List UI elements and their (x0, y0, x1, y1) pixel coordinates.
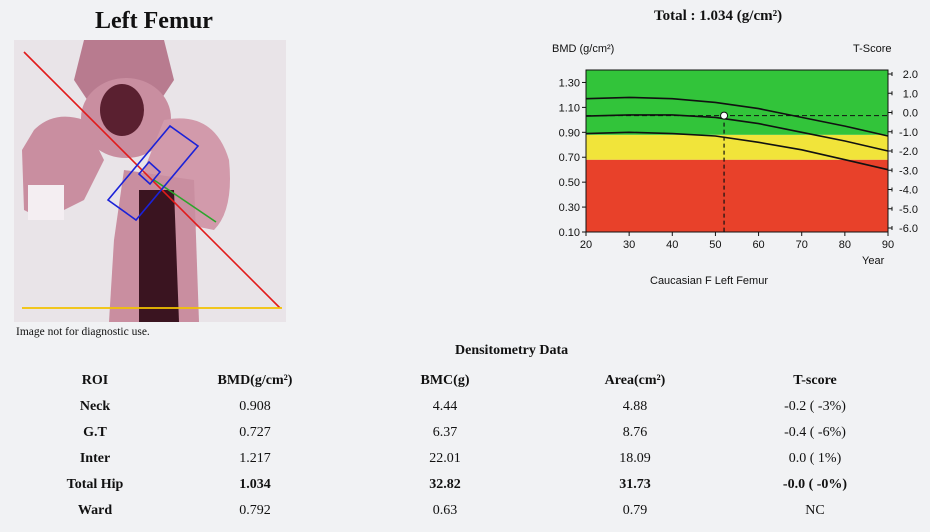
t-score-tick (888, 110, 893, 115)
x-tick-label: 70 (796, 239, 808, 251)
header-area: Area(cm²) (604, 373, 666, 388)
area-cell: 4.88 (622, 399, 648, 414)
bmd-cell: 0.908 (239, 399, 271, 414)
bmd-cell: 1.217 (239, 451, 271, 466)
tscore-cell: 0.0 ( 1%) (788, 451, 842, 466)
diagnostic-disclaimer: Image not for diagnostic use. (16, 326, 150, 338)
tscore-cell: -0.0 ( -0%) (782, 477, 848, 492)
densitometry-table: ROI BMD(g/cm²) BMC(g) Area(cm²) T-score … (0, 368, 930, 524)
reference-curve (585, 131, 889, 171)
femur-scan-image (14, 40, 286, 322)
densitometry-title: Densitometry Data (455, 343, 569, 358)
area-cell: 8.76 (622, 425, 648, 440)
t-score-tick-label: -3.0 (899, 165, 918, 177)
tscore-cell: -0.4 ( -6%) (784, 425, 846, 440)
t-score-tick (888, 226, 893, 230)
header-roi: ROI (81, 373, 109, 388)
x-axis-label: Caucasian F Left Femur (650, 275, 768, 287)
bmc-cell: 4.44 (432, 399, 458, 414)
t-score-tick (888, 187, 893, 192)
x-tick-label: 50 (709, 239, 721, 251)
table-row: Ward 0.792 0.63 0.79 NC (0, 498, 930, 524)
y-tick-label: 0.50 (559, 177, 580, 189)
bmc-cell: 22.01 (429, 451, 461, 466)
t-score-tick-label: -5.0 (899, 204, 918, 216)
x-tick-label: 40 (666, 239, 678, 251)
reference-curve (585, 96, 889, 137)
scan-title: Left Femur (95, 8, 213, 34)
table-row: G.T 0.727 6.37 8.76 -0.4 ( -6%) (0, 420, 930, 446)
y-tick-label: 1.30 (559, 77, 580, 89)
x-tick-label: 80 (839, 239, 851, 251)
y-axis-label: BMD (g/cm²) (552, 43, 614, 55)
t-score-tick (888, 206, 893, 211)
x-tick-label: 20 (580, 239, 592, 251)
t-score-axis-label: T-Score (853, 43, 892, 55)
y-tick-label: 0.90 (559, 127, 580, 139)
t-score-tick (888, 149, 893, 153)
y-tick-label: 0.10 (559, 227, 580, 239)
t-score-tick-label: 1.0 (903, 88, 918, 100)
bmd-cell: 0.792 (239, 503, 271, 518)
area-cell: 31.73 (619, 477, 651, 492)
roi-cell: Inter (79, 451, 111, 466)
area-cell: 0.79 (622, 503, 648, 518)
roi-cell: Total Hip (66, 477, 124, 492)
y-tick-label: 0.70 (559, 152, 580, 164)
y-tick-label: 0.30 (559, 202, 580, 214)
risk-band (586, 159, 888, 232)
patient-point (720, 111, 729, 120)
table-row-total: Total Hip 1.034 32.82 31.73 -0.0 ( -0%) (0, 472, 930, 498)
t-score-tick (888, 72, 893, 76)
bmc-cell: 32.82 (429, 477, 461, 492)
x-unit-label: Year (862, 255, 885, 267)
t-score-tick (888, 168, 893, 173)
x-tick-label: 30 (623, 239, 635, 251)
area-cell: 18.09 (619, 451, 651, 466)
bmd-cell: 1.034 (239, 477, 271, 492)
header-bmc: BMC(g) (420, 373, 470, 388)
x-tick-label: 60 (752, 239, 764, 251)
tscore-cell: NC (805, 503, 825, 518)
table-row: Neck 0.908 4.44 4.88 -0.2 ( -3%) (0, 394, 930, 420)
bmc-cell: 0.63 (432, 503, 458, 518)
x-tick-label: 90 (882, 239, 894, 251)
t-score-tick-label: -6.0 (899, 223, 918, 235)
t-score-tick-label: -1.0 (899, 127, 918, 139)
reference-curve (585, 114, 889, 152)
t-score-tick-label: 0.0 (903, 108, 918, 120)
t-score-tick (888, 91, 893, 96)
bmd-reference-chart: BMD (g/cm²) T-Score 1.30 1.10 0.90 0.70 0.50… (552, 43, 918, 287)
roi-cell: G.T (83, 425, 107, 440)
header-tscore: T-score (793, 373, 837, 388)
t-score-tick-label: 2.0 (903, 69, 918, 81)
table-header-row: ROI BMD(g/cm²) BMC(g) Area(cm²) T-score (0, 368, 930, 394)
tscore-cell: -0.2 ( -3%) (784, 399, 846, 414)
roi-cell: Ward (77, 503, 113, 518)
bmd-cell: 0.727 (239, 425, 271, 440)
t-score-tick (888, 129, 893, 134)
t-score-tick-label: -4.0 (899, 185, 918, 197)
bmc-cell: 6.37 (432, 425, 458, 440)
t-score-tick-label: -2.0 (899, 146, 918, 158)
table-row: Inter 1.217 22.01 18.09 0.0 ( 1%) (0, 446, 930, 472)
total-bmd: Total : 1.034 (g/cm²) (654, 8, 783, 24)
header-bmd: BMD(g/cm²) (217, 373, 293, 388)
roi-cell: Neck (79, 399, 111, 414)
y-tick-label: 1.10 (559, 102, 580, 114)
